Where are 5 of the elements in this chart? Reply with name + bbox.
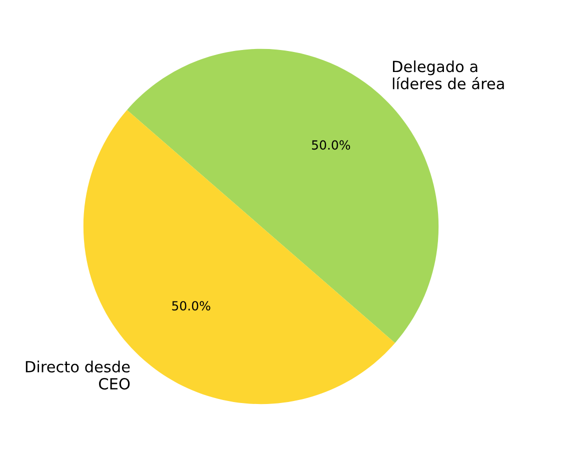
slice-label: Directo desde CEO [26, 360, 130, 390]
data-label: 50.0% [172, 301, 210, 311]
pie-slice [83, 110, 396, 404]
slice-label: Delegado a líderes de área [392, 60, 504, 90]
data-label: 50.0% [312, 140, 350, 150]
